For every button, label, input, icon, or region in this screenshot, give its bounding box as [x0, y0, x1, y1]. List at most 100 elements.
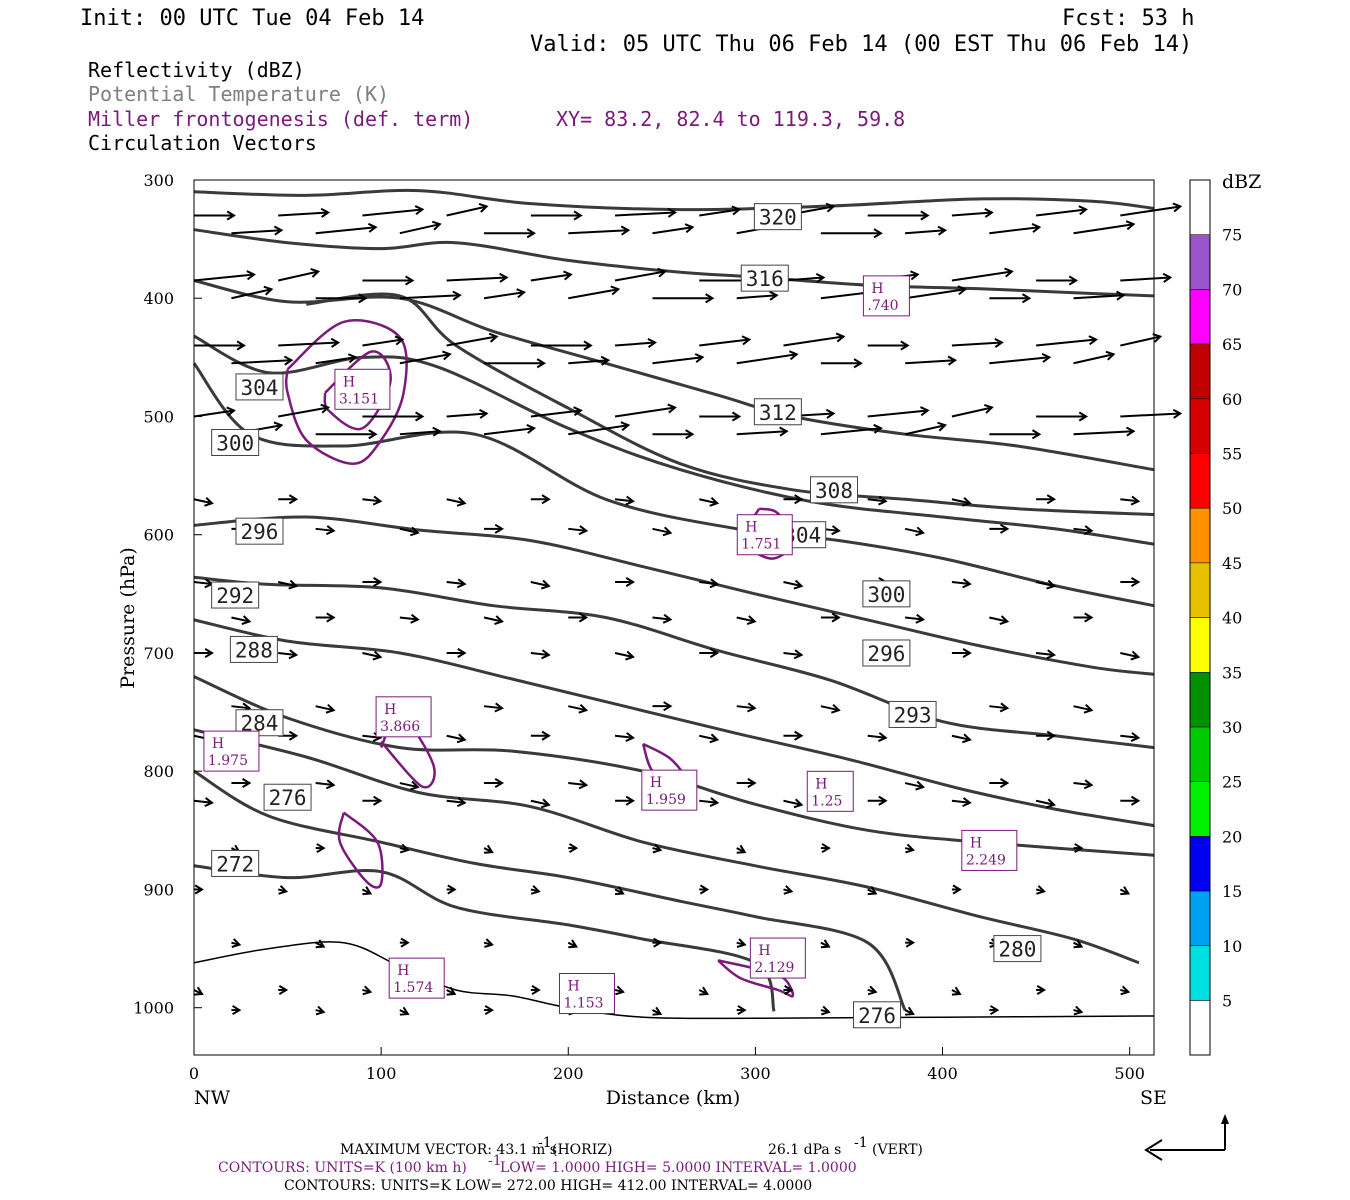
vector-head [1036, 885, 1046, 895]
circulation-vector [483, 705, 503, 710]
frontogenesis-max-h: H [343, 374, 355, 390]
circulation-vector [568, 527, 587, 532]
circulation-vector [193, 799, 213, 804]
vector-head [684, 223, 695, 234]
vector-head [288, 730, 299, 741]
circulation-vector [820, 705, 840, 712]
vector-head [794, 494, 804, 505]
vector-head [310, 268, 321, 278]
vector-head [915, 613, 926, 624]
x-tick-label: 100 [366, 1064, 397, 1083]
circulation-vector [736, 616, 755, 623]
colorbar-tick-label: 60 [1222, 390, 1242, 409]
vector-head [1126, 426, 1136, 437]
theta-label: 276 [858, 1004, 896, 1028]
vector-head [920, 406, 930, 417]
vector-head [452, 290, 462, 301]
vector-head [1083, 779, 1094, 790]
vector-head [788, 350, 799, 361]
circulation-vector [231, 288, 272, 300]
circulation-vector [905, 616, 924, 621]
theta-label-box [862, 639, 911, 667]
frontogenesis-max-h: H [871, 281, 883, 297]
circulation-vector [951, 581, 971, 586]
init-time: Init: 00 UTC Tue 04 Feb 14 [80, 6, 424, 31]
max-vector-vert-tail: (VERT) [872, 1142, 923, 1158]
circulation-vector [951, 734, 971, 741]
vector-head [793, 649, 804, 660]
vector-head [578, 525, 589, 536]
circulation-vector [362, 734, 381, 739]
vector-head [540, 798, 551, 809]
vector-head [273, 225, 284, 236]
frontogenesis-max-value: .740 [867, 298, 898, 314]
vector-head [625, 732, 635, 742]
circulation-vector [905, 359, 956, 365]
colorbar-tick-label: 15 [1222, 882, 1242, 901]
circulation-vector [193, 498, 213, 505]
vector-head [1172, 202, 1183, 213]
vector-head [620, 225, 631, 236]
frontogenesis-max-box [736, 514, 793, 556]
circulation-vector [1120, 412, 1181, 418]
vector-head [330, 337, 341, 348]
colorbar-cell [1189, 836, 1211, 892]
theta-contour-272 [193, 864, 776, 1012]
vector-head [563, 270, 573, 281]
frontogenesis-max-value: 2.129 [754, 960, 794, 976]
frontogenesis-max-h: H [384, 702, 396, 718]
vector-head [457, 647, 467, 658]
circulation-vector [615, 211, 676, 217]
frontogenesis-max-value: 2.249 [966, 852, 1006, 868]
circulation-vector [736, 353, 797, 365]
theta-contour-296 [193, 515, 1155, 676]
vector-head [1105, 350, 1116, 361]
vector-head [741, 335, 752, 346]
circulation-vector [614, 498, 634, 503]
vector-head [320, 403, 331, 414]
theta-label: 288 [235, 638, 273, 662]
vector-head [226, 210, 236, 221]
circulation-vector [652, 356, 703, 365]
vector-head [1130, 495, 1141, 506]
circulation-vector [446, 335, 497, 347]
circulation-vector [193, 581, 213, 586]
vector-head [1021, 293, 1032, 304]
vector-head [456, 578, 467, 589]
circulation-vector [1120, 276, 1171, 282]
circulation-vector [1035, 581, 1055, 588]
vector-head [610, 285, 621, 296]
vector-head [961, 733, 972, 744]
circulation-vector [1120, 651, 1139, 658]
x-tick-label: 0 [189, 1064, 199, 1083]
frontogenesis-max-box [641, 769, 698, 811]
theta-label-box [229, 635, 278, 663]
theta-label-box [263, 783, 312, 811]
vector-head [516, 288, 526, 299]
frontogenesis-max-value: 3.866 [380, 719, 420, 735]
circulation-vector [530, 273, 571, 282]
vector-head [526, 228, 536, 239]
vector-head [1162, 272, 1173, 283]
colorbar-tick-label: 70 [1222, 280, 1242, 299]
y-tick-label: 900 [143, 880, 174, 899]
vector-head [236, 340, 246, 351]
circulation-vector [699, 338, 750, 347]
vector-head [278, 984, 289, 995]
vector-head [747, 778, 757, 789]
frontogenesis-max-h: H [650, 775, 662, 791]
vector-head [347, 353, 358, 364]
vector-head [905, 843, 915, 854]
circulation-vector [614, 341, 656, 347]
theta-contour-280 [193, 728, 1140, 965]
circulation-vector [1073, 223, 1134, 235]
circulation-vector [783, 276, 824, 282]
vector-head [815, 273, 826, 283]
colorbar-cell [1189, 453, 1211, 509]
vector-head [952, 884, 962, 895]
frontogenesis-max-box [862, 275, 910, 317]
plot-frame [193, 179, 1155, 1056]
axes: 0 100 200 300 400 500 300 400 500 600 700 800 900 100… [133, 171, 1145, 1083]
vector-head [831, 525, 841, 536]
theta-contour-292 [193, 575, 1155, 750]
